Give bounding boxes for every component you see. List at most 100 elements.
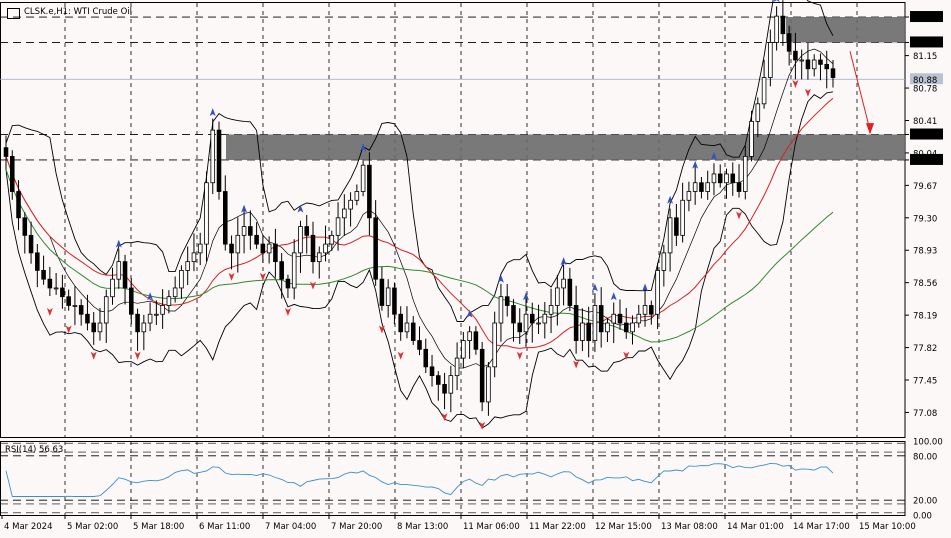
x-tick-label: 13 Mar 08:00: [661, 522, 718, 532]
rsi-tick-label: 100.00: [913, 438, 943, 448]
y-tick-label: 79.96: [913, 156, 937, 166]
candle: [323, 225, 328, 262]
candle-body: [266, 243, 272, 254]
candle-body: [298, 226, 303, 254]
candle: [310, 221, 316, 274]
candle: [373, 200, 378, 286]
candle: [492, 311, 497, 378]
candle: [461, 331, 466, 369]
down-fractal-arrow: [378, 325, 385, 334]
candle: [304, 214, 310, 254]
candle: [160, 289, 165, 329]
candle: [598, 287, 604, 348]
up-fractal-arrow: [692, 160, 699, 169]
candle-body: [367, 164, 372, 219]
candle-body: [573, 305, 579, 341]
candle: [348, 192, 353, 227]
candle: [580, 308, 585, 352]
candle-body: [667, 217, 673, 254]
candle: [830, 60, 836, 88]
candle-body: [555, 287, 560, 306]
candle-body: [730, 173, 736, 184]
candle: [429, 354, 435, 387]
current-price-tag: [910, 73, 943, 85]
candle-body: [680, 199, 685, 236]
candle: [736, 164, 742, 198]
down-fractal-arrow: [479, 421, 486, 430]
candle-body: [329, 234, 335, 245]
down-fractal-arrow: [792, 79, 799, 88]
up-fractal-arrow: [523, 292, 530, 301]
candle-body: [717, 173, 723, 184]
candle: [66, 289, 71, 311]
candle: [78, 299, 84, 326]
candle-body: [235, 234, 241, 254]
down-fractal-arrow: [804, 88, 811, 97]
rsi-tick-label: 80.00: [913, 452, 937, 462]
candle: [103, 289, 109, 343]
candle: [141, 314, 147, 351]
candle: [191, 233, 197, 272]
candle-body: [623, 322, 629, 333]
candle: [467, 326, 472, 359]
candle-body: [179, 270, 184, 289]
candle: [636, 304, 642, 328]
candle: [743, 145, 748, 200]
candle-body: [711, 173, 717, 184]
down-fractal-arrow: [623, 351, 630, 360]
x-tick-label: 14 Mar 17:00: [793, 522, 850, 532]
candle-body: [3, 147, 9, 157]
candle-body: [749, 120, 754, 157]
chart-menu-icon[interactable]: [7, 8, 20, 19]
candle-body: [323, 243, 328, 254]
x-tick-label: 8 Mar 13:00: [397, 522, 448, 532]
candle-body: [335, 217, 341, 236]
candle: [667, 208, 673, 272]
candle: [398, 306, 403, 341]
rsi-pane-frame: [0, 441, 906, 516]
candle: [605, 317, 610, 342]
y-tick-label: 78.56: [913, 279, 937, 289]
candle: [16, 180, 21, 231]
candle-body: [692, 182, 698, 192]
candle-body: [410, 322, 416, 341]
candle-body: [273, 243, 278, 263]
candle-body: [642, 305, 648, 315]
candle: [523, 295, 529, 347]
up-fractal-arrow: [710, 151, 717, 160]
candle: [53, 272, 59, 295]
candle: [573, 285, 579, 354]
candle: [110, 267, 115, 305]
candle-body: [78, 305, 84, 315]
candle-body: [348, 199, 353, 210]
candle-body: [385, 287, 391, 306]
candle-body: [248, 226, 253, 236]
candle-body: [28, 234, 34, 254]
x-tick-label: 5 Mar 18:00: [133, 522, 184, 532]
up-fractal-arrow: [147, 292, 154, 301]
x-tick-label: 11 Mar 22:00: [529, 522, 586, 532]
candle-body: [66, 296, 71, 306]
candle: [623, 307, 629, 339]
rsi-tick-label: 0.00: [913, 512, 932, 522]
candle-body: [761, 77, 767, 105]
x-tick-label: 7 Mar 04:00: [265, 522, 316, 532]
candle-body: [185, 261, 190, 271]
y-tick-label: 77.45: [913, 377, 937, 387]
current-price-label: 80.88: [913, 76, 937, 86]
candle-body: [191, 252, 197, 263]
price-label-box: [910, 11, 943, 23]
candle: [611, 302, 616, 344]
candle: [761, 59, 767, 109]
candle-body: [486, 366, 491, 403]
candle: [185, 246, 190, 286]
candle: [548, 288, 554, 334]
candle-body: [154, 313, 159, 316]
candle: [241, 207, 247, 254]
candle-body: [598, 305, 604, 333]
candle: [680, 182, 685, 243]
candle: [404, 306, 410, 339]
candle-body: [542, 313, 548, 324]
